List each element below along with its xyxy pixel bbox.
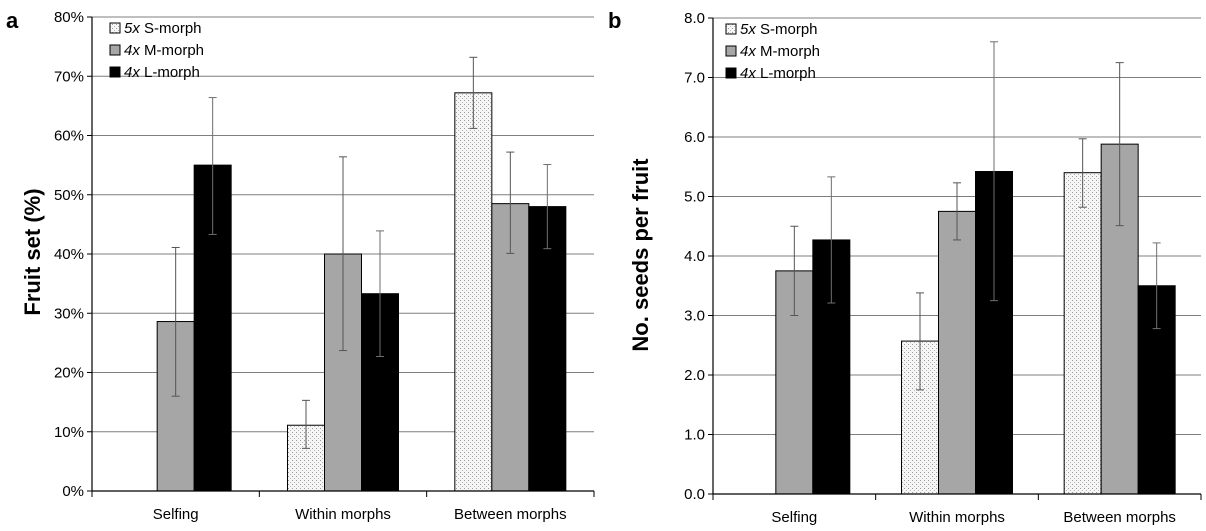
legend-swatch-4x-l-morph	[109, 66, 121, 78]
panel-b-y-tick-label: 8.0	[684, 10, 705, 27]
panel-a-y-tick-label: 10%	[54, 424, 84, 441]
panel-b-y-axis-title: No. seeds per fruit	[628, 158, 653, 352]
legend-label-4x-m-morph: 4x M-morph	[124, 42, 204, 59]
legend-label-4x-m-morph: 4x M-morph	[740, 43, 820, 60]
panel-a-x-label-within-morphs: Within morphs	[295, 506, 391, 523]
panel-b-y-tick-label: 2.0	[684, 367, 705, 384]
bar-a-4x-l-morph-between-morphs	[528, 206, 567, 492]
legend-swatch-5x-s-morph	[725, 23, 737, 35]
legend-swatch-4x-l-morph	[725, 67, 737, 79]
panel-b-y-tick-label: 1.0	[684, 427, 705, 444]
panel-a-y-tick-label: 20%	[54, 365, 84, 382]
panel-a-axes: 0% 10% 20% 30% 40% 50% 60% 70% 80% Selfing Within …	[54, 9, 595, 523]
panel-b: b No. seeds per fruit 0.0 1.0 2.0 3.0 4.0 5.0…	[608, 8, 1202, 526]
panel-a: a Fruit set (%) 0% 10% 20% 30% 40% 50% 60% 70% 8…	[6, 8, 595, 523]
panel-a-legend: 5x S-morph 4x M-morph 4x L-morph	[109, 20, 204, 81]
panel-a-y-tick-label: 70%	[54, 68, 84, 85]
panel-a-letter: a	[6, 8, 19, 33]
panel-b-letter: b	[608, 8, 621, 33]
panel-b-y-tick-label: 7.0	[684, 70, 705, 87]
legend-swatch-4x-m-morph	[109, 44, 121, 56]
panel-b-bars	[775, 41, 1176, 495]
legend-label-5x-s-morph: 5x S-morph	[124, 20, 202, 37]
panel-b-y-tick-label: 5.0	[684, 189, 705, 206]
panel-a-x-label-selfing: Selfing	[153, 506, 199, 523]
panel-a-y-tick-label: 30%	[54, 305, 84, 322]
panel-b-x-label-between-morphs: Between morphs	[1063, 509, 1176, 526]
panel-b-y-tick-label: 4.0	[684, 248, 705, 265]
legend-label-5x-s-morph: 5x S-morph	[740, 21, 818, 38]
bar-b-4x-m-morph-within-morphs	[938, 210, 976, 495]
legend-swatch-4x-m-morph	[725, 45, 737, 57]
legend-label-4x-l-morph: 4x L-morph	[124, 64, 200, 81]
panel-a-y-tick-label: 40%	[54, 246, 84, 263]
panel-a-y-tick-label: 0%	[62, 483, 84, 500]
panel-b-x-label-selfing: Selfing	[771, 509, 817, 526]
panel-b-legend: 5x S-morph 4x M-morph 4x L-morph	[725, 21, 820, 82]
panel-a-y-tick-label: 50%	[54, 187, 84, 204]
panel-b-y-tick-label: 6.0	[684, 129, 705, 146]
panel-a-bars	[156, 56, 567, 492]
bar-a-5x-s-morph-between-morphs	[454, 92, 493, 492]
panel-a-y-axis-title: Fruit set (%)	[20, 188, 45, 315]
legend-label-4x-l-morph: 4x L-morph	[740, 65, 816, 82]
panel-a-y-tick-label: 80%	[54, 9, 84, 26]
bar-b-5x-s-morph-between-morphs	[1063, 172, 1102, 495]
panel-b-y-tick-label: 3.0	[684, 308, 705, 325]
legend-swatch-5x-s-morph	[109, 22, 121, 34]
panel-b-axes: 0.0 1.0 2.0 3.0 4.0 5.0 6.0 7.0 8.0 Selfing Within…	[684, 10, 1202, 526]
panel-b-x-label-within-morphs: Within morphs	[909, 509, 1005, 526]
panel-a-y-tick-label: 60%	[54, 128, 84, 145]
panel-a-x-label-between-morphs: Between morphs	[454, 506, 567, 523]
panel-b-y-tick-label: 0.0	[684, 486, 705, 503]
